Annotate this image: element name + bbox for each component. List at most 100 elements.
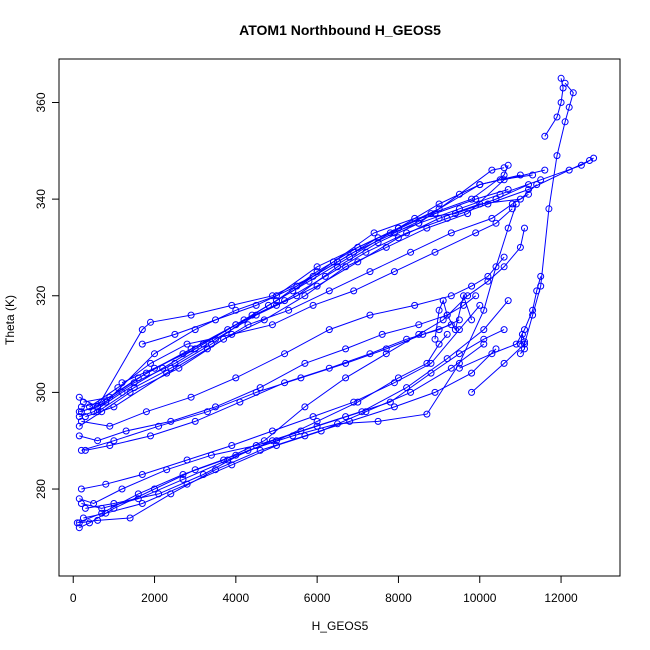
data-point <box>342 345 350 353</box>
y-tick-label: 280 <box>34 479 48 499</box>
data-point <box>155 490 163 498</box>
data-point <box>191 326 199 334</box>
data-point <box>415 330 423 338</box>
data-point <box>484 277 492 285</box>
data-point <box>175 364 183 372</box>
data-point <box>313 263 321 271</box>
data-point <box>533 181 541 189</box>
series-line <box>83 343 485 519</box>
data-point <box>439 297 447 305</box>
data-point <box>81 504 89 512</box>
x-tick-label: 2000 <box>141 591 168 605</box>
data-point <box>464 292 472 300</box>
x-tick-label: 8000 <box>385 591 412 605</box>
data-point <box>313 417 321 425</box>
data-point <box>321 272 329 280</box>
data-point <box>521 345 528 353</box>
data-point <box>81 413 89 421</box>
y-tick-label: 340 <box>34 189 48 209</box>
data-point <box>390 403 398 411</box>
data-point <box>415 219 423 227</box>
data-point <box>191 417 199 425</box>
data-point <box>561 118 569 126</box>
data-point <box>228 442 236 449</box>
data-point <box>521 224 528 232</box>
plot-area <box>73 74 598 532</box>
data-point <box>390 379 398 387</box>
data-point <box>273 301 280 309</box>
data-point <box>342 413 350 421</box>
data-point <box>415 321 423 329</box>
data-point <box>529 311 537 319</box>
data-point <box>362 248 370 256</box>
data-point <box>118 485 126 493</box>
data-point <box>431 248 439 256</box>
data-point <box>423 410 431 418</box>
data-point <box>289 432 297 440</box>
data-point <box>468 388 476 396</box>
data-point <box>480 306 488 314</box>
data-point <box>403 384 411 392</box>
data-point <box>451 326 459 334</box>
data-point <box>435 200 443 208</box>
data-point <box>557 99 565 106</box>
data-point <box>468 369 476 377</box>
data-point <box>90 408 98 416</box>
data-point <box>553 113 561 121</box>
data-point <box>183 456 191 464</box>
data-point <box>565 103 573 111</box>
data-point <box>533 287 541 295</box>
data-point <box>390 268 398 276</box>
series-line <box>79 160 590 418</box>
profile-series <box>138 164 508 348</box>
data-point <box>273 297 280 305</box>
data-point <box>354 243 362 251</box>
data-point <box>512 340 520 348</box>
data-point <box>529 171 537 179</box>
data-point <box>411 301 419 309</box>
data-point <box>138 326 146 334</box>
data-point <box>559 84 567 92</box>
data-point <box>447 364 455 372</box>
profile-series <box>516 330 528 358</box>
data-point <box>407 388 415 396</box>
x-axis-label: H_GEOS5 <box>312 619 369 633</box>
data-point <box>228 330 236 338</box>
series-line <box>89 208 513 408</box>
data-point <box>334 420 341 428</box>
profile-series <box>455 272 545 372</box>
data-point <box>167 364 175 372</box>
profile-series <box>86 205 516 411</box>
data-point <box>504 224 512 232</box>
profile-series <box>431 292 476 343</box>
y-tick-label: 300 <box>34 382 48 402</box>
data-point <box>455 326 463 334</box>
data-point <box>512 200 520 208</box>
data-point <box>472 229 480 237</box>
data-point <box>455 359 463 367</box>
data-point <box>220 456 228 464</box>
data-point <box>313 268 321 276</box>
data-point <box>443 311 451 319</box>
data-point <box>374 417 382 425</box>
data-point <box>183 340 191 348</box>
data-point <box>508 200 516 208</box>
data-point <box>484 200 492 208</box>
data-point <box>171 330 179 338</box>
data-point <box>366 311 374 319</box>
data-point <box>191 466 199 474</box>
data-point <box>431 335 439 343</box>
data-point <box>472 292 480 300</box>
data-point <box>496 176 504 184</box>
profile-series <box>77 253 508 430</box>
data-point <box>480 340 488 348</box>
data-point <box>268 427 276 435</box>
data-point <box>77 485 85 493</box>
data-point <box>75 432 83 440</box>
data-point <box>516 195 524 203</box>
data-point <box>443 330 451 338</box>
data-point <box>260 316 268 324</box>
data-point <box>435 205 443 213</box>
data-point <box>94 437 102 445</box>
